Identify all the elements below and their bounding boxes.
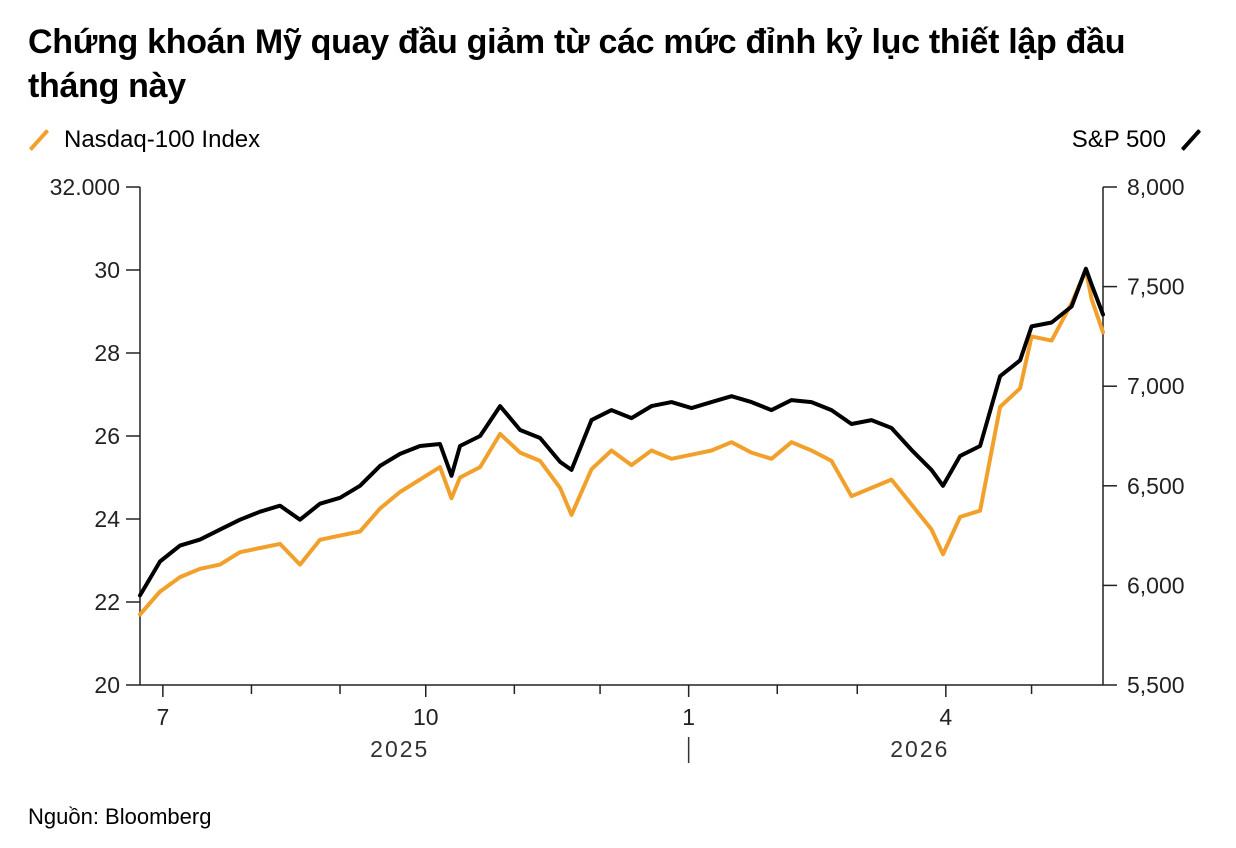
y-right-tick-label: 5,500 <box>1127 672 1185 698</box>
y-left-tick-label: 30 <box>94 257 120 283</box>
x-tick-label: 1 <box>682 704 695 730</box>
source-note: Nguồn: Bloomberg <box>28 804 212 829</box>
y-left-tick-label: 22 <box>94 589 120 615</box>
y-right-tick-label: 6,000 <box>1127 572 1185 598</box>
legend-sp500: S&P 500 <box>1072 124 1202 156</box>
y-left-tick-label: 24 <box>94 506 120 532</box>
y-left-tick-label: 32.000 <box>50 174 120 200</box>
line-chart: 32.000 30 28 26 24 22 20 8,000 7,500 7,000 6,500 6,… <box>50 174 1185 763</box>
x-year-label: 2026 <box>890 736 949 762</box>
chart-title: Chứng khoán Mỹ quay đầu giảm từ các mức … <box>28 23 1126 105</box>
y-left-tick-label: 20 <box>94 672 120 698</box>
y-right-tick-label: 6,500 <box>1127 473 1185 499</box>
x-tick-label: 10 <box>413 704 439 730</box>
y-right-tick-label: 8,000 <box>1127 174 1185 200</box>
y-left-tick-label: 28 <box>94 340 120 366</box>
legend-nasdaq: Nasdaq-100 Index <box>28 124 260 156</box>
series-line-sp500 <box>138 266 1105 598</box>
series-line-nasdaq <box>138 268 1105 617</box>
y-right-tick-label: 7,500 <box>1127 274 1185 300</box>
x-tick-label: 4 <box>939 704 952 730</box>
y-right-tick-label: 7,000 <box>1127 373 1185 399</box>
y-left-tick-label: 26 <box>94 423 120 449</box>
legend-label-sp500: S&P 500 <box>1071 126 1166 153</box>
legend-label-nasdaq: Nasdaq-100 Index <box>64 126 261 153</box>
x-year-label: 2025 <box>370 736 429 762</box>
x-tick-label: 7 <box>156 704 169 730</box>
